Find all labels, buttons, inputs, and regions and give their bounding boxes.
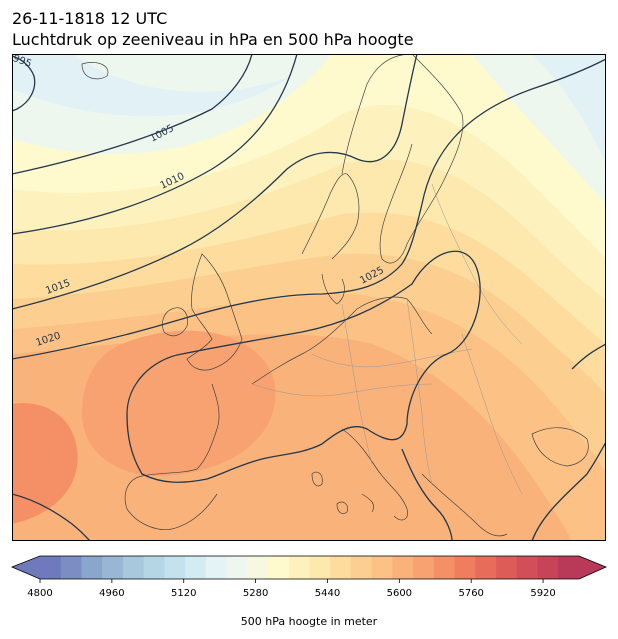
colorbar-band [102,556,124,579]
colorbar-band [475,556,497,579]
isobar-1020 [12,58,606,360]
geopotential-fill [12,54,606,541]
colorbar-band [496,556,518,579]
map-frame [12,54,606,541]
isobar-far-east [571,343,606,370]
colorbar-tick-label: 5120 [171,588,196,599]
colorbar-band [268,556,290,579]
map-title: Luchtdruk op zeeniveau in hPa en 500 hPa… [12,30,414,49]
colorbar-band [288,556,310,579]
isobars [12,54,606,541]
colorbar-tick-label: 5920 [530,588,555,599]
colorbar-band [516,556,538,579]
colorbar-band [185,556,207,579]
colorbar-tick-label: 5760 [458,588,483,599]
colorbar-band [537,556,559,579]
colorbar-label: 500 hPa hoogte in meter [241,615,378,628]
colorbar-band [40,556,62,579]
colorbar-band [392,556,414,579]
colorbar-band [558,556,580,579]
colorbar-tick-label: 5440 [315,588,340,599]
isobar-east [531,441,606,541]
coastlines [81,54,589,537]
colorbar-band [81,556,103,579]
isobar-1005 [12,54,253,175]
colorbar-band [350,556,373,579]
isobar-1015 [12,54,418,310]
map-datetime: 26-11-1818 12 UTC [12,9,168,28]
colorbar-tick-label: 5280 [243,588,268,599]
colorbar-band [247,556,269,579]
isobar-1010 [12,54,298,235]
colorbar-band [330,556,352,579]
colorbar-band [60,556,82,579]
colorbar-extend-high [579,556,606,579]
colorbar-band [205,556,227,579]
isobar-coastal-south [401,448,453,541]
isobar-995 [12,55,36,112]
isobar-1025 [126,250,481,483]
colorbar-tick-label: 5600 [387,588,412,599]
colorbar-band [371,556,393,579]
colorbar-band [226,556,248,579]
colorbar-ticks: 4800 4960 5120 5280 5440 5600 5760 5920 [27,579,556,599]
colorbar-band [433,556,456,579]
colorbar-band [143,556,165,579]
colorbar-extend-low [12,556,40,579]
colorbar-band [413,556,435,579]
isobar-southwest [12,493,91,541]
colorbar-band [122,556,145,579]
colorbar-band [164,556,186,579]
weather-map: 995 1005 1010 1015 1020 1025 [12,54,606,541]
colorbar-bands [40,556,580,579]
colorbar-tick-label: 4800 [27,588,52,599]
colorbar: 4800 4960 5120 5280 5440 5600 5760 5920 500 hPa… [10,555,608,628]
colorbar-band [309,556,331,579]
colorbar-tick-label: 4960 [99,588,124,599]
colorbar-band [454,556,476,579]
